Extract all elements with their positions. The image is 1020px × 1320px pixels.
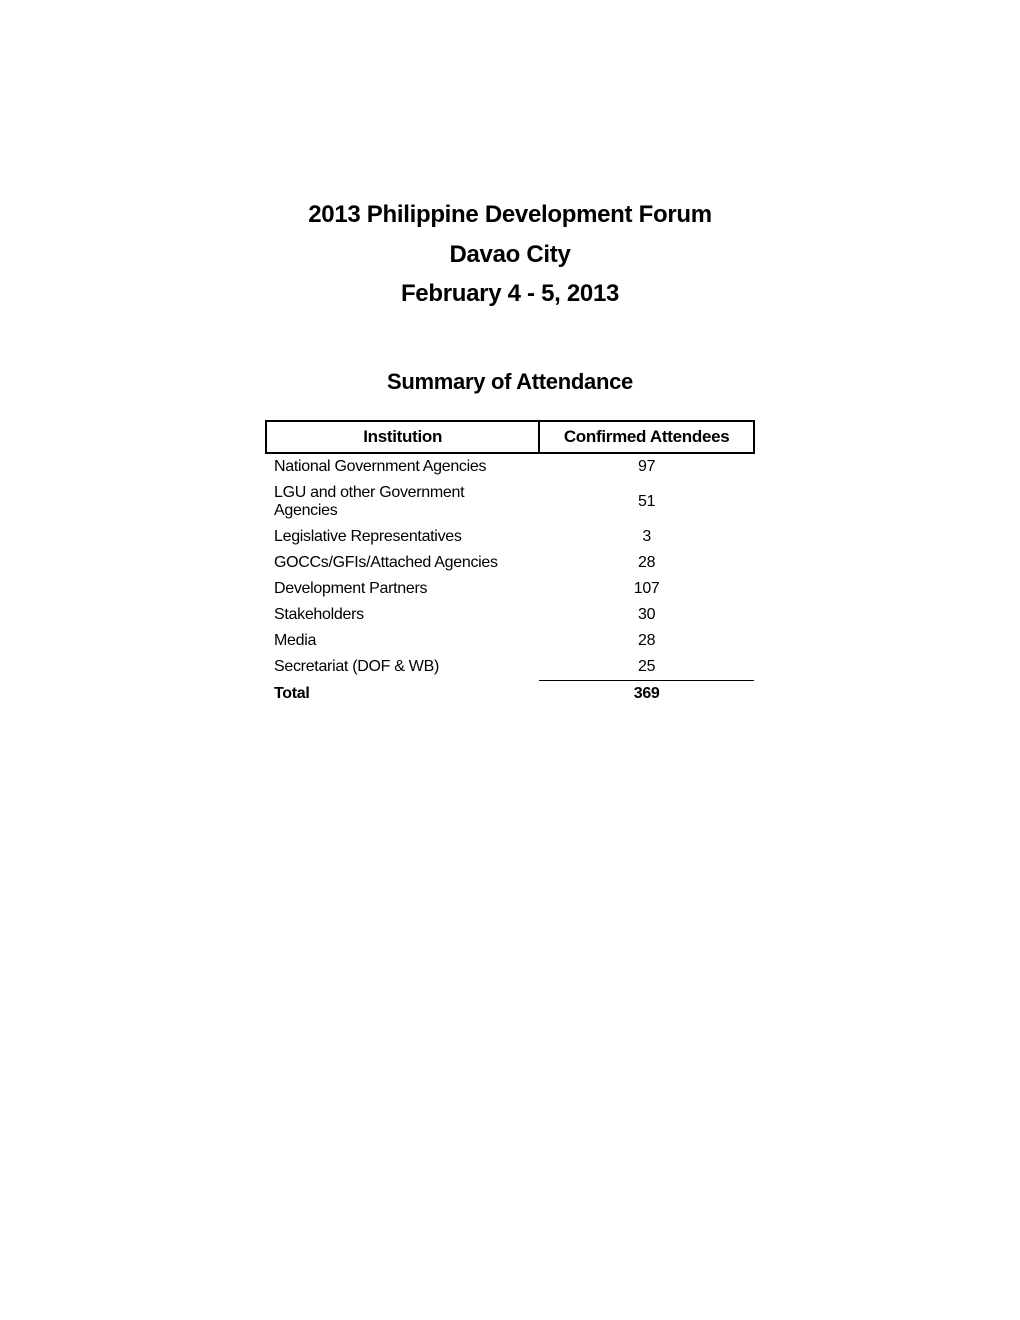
attendees-cell: 30 (539, 602, 754, 628)
table-body: National Government Agencies 97 LGU and … (266, 453, 754, 707)
attendance-table-container: Institution Confirmed Attendees National… (265, 420, 755, 707)
table-row: GOCCs/GFIs/Attached Agencies 28 (266, 550, 754, 576)
attendees-cell: 3 (539, 524, 754, 550)
attendees-cell: 28 (539, 550, 754, 576)
header-title: 2013 Philippine Development Forum (0, 195, 1020, 235)
table-row: Development Partners 107 (266, 576, 754, 602)
institution-cell: GOCCs/GFIs/Attached Agencies (266, 550, 539, 576)
institution-cell: Media (266, 628, 539, 654)
header-date: February 4 - 5, 2013 (0, 274, 1020, 314)
total-value-cell: 369 (539, 680, 754, 707)
attendees-cell: 25 (539, 654, 754, 681)
attendees-cell: 97 (539, 453, 754, 480)
document-page: 2013 Philippine Development Forum Davao … (0, 0, 1020, 707)
total-label-cell: Total (266, 680, 539, 707)
attendees-cell: 51 (539, 480, 754, 524)
attendees-cell: 107 (539, 576, 754, 602)
table-total-row: Total 369 (266, 680, 754, 707)
document-header: 2013 Philippine Development Forum Davao … (0, 195, 1020, 314)
table-header-row: Institution Confirmed Attendees (266, 421, 754, 453)
table-row: LGU and other Government Agencies 51 (266, 480, 754, 524)
institution-cell: Legislative Representatives (266, 524, 539, 550)
table-row: Media 28 (266, 628, 754, 654)
table-row: Stakeholders 30 (266, 602, 754, 628)
institution-cell: National Government Agencies (266, 453, 539, 480)
attendees-cell: 28 (539, 628, 754, 654)
attendance-table: Institution Confirmed Attendees National… (265, 420, 755, 707)
institution-cell: Development Partners (266, 576, 539, 602)
document-subtitle: Summary of Attendance (0, 369, 1020, 395)
header-location: Davao City (0, 235, 1020, 275)
table-row: Secretariat (DOF & WB) 25 (266, 654, 754, 681)
institution-cell: Stakeholders (266, 602, 539, 628)
column-header-institution: Institution (266, 421, 539, 453)
institution-cell: Secretariat (DOF & WB) (266, 654, 539, 681)
table-row: Legislative Representatives 3 (266, 524, 754, 550)
column-header-attendees: Confirmed Attendees (539, 421, 754, 453)
table-row: National Government Agencies 97 (266, 453, 754, 480)
institution-cell: LGU and other Government Agencies (266, 480, 539, 524)
